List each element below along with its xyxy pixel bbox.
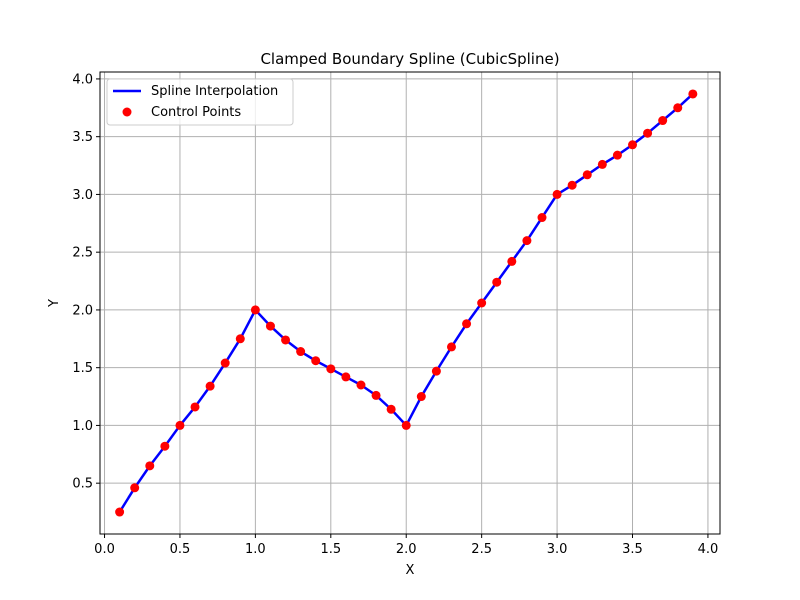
x-tick-label: 4.0 <box>698 542 719 557</box>
control-point <box>160 441 170 451</box>
control-point <box>220 358 230 368</box>
control-point <box>115 507 125 517</box>
control-point <box>688 89 698 99</box>
control-point <box>462 319 472 329</box>
control-point <box>341 372 351 382</box>
control-point <box>281 335 291 345</box>
control-point <box>250 305 260 315</box>
y-tick-label: 2.5 <box>72 246 93 261</box>
control-point <box>296 347 306 357</box>
control-point <box>446 342 456 352</box>
control-point <box>311 356 321 366</box>
control-point <box>612 150 622 160</box>
legend-label-spline: Spline Interpolation <box>151 84 278 99</box>
y-tick-label: 2.0 <box>72 303 93 318</box>
control-point <box>371 390 381 400</box>
x-tick-label: 2.0 <box>396 542 417 557</box>
control-point <box>567 180 577 190</box>
control-point <box>507 256 517 266</box>
x-axis-label: X <box>406 563 415 578</box>
control-point <box>145 461 155 471</box>
legend-label-points: Control Points <box>151 105 241 120</box>
control-point <box>477 298 487 308</box>
y-tick-label: 3.5 <box>72 130 93 145</box>
tick-layer: 0.0 0.5 1.0 1.5 2.0 2.5 3.0 3.5 4.0 0.5 1.0 1.5 2.0 2… <box>72 72 718 557</box>
chart-title: Clamped Boundary Spline (CubicSpline) <box>260 50 559 68</box>
control-point <box>386 404 396 414</box>
x-tick-label: 1.5 <box>320 542 341 557</box>
control-point <box>628 140 638 150</box>
control-point <box>130 483 140 493</box>
control-point <box>658 116 668 126</box>
x-tick-label: 3.5 <box>622 542 643 557</box>
control-point <box>492 277 502 287</box>
y-tick-label: 1.5 <box>72 361 93 376</box>
data-layer <box>115 89 698 517</box>
control-point <box>190 402 200 412</box>
x-tick-label: 0.0 <box>94 542 115 557</box>
x-tick-label: 3.0 <box>547 542 568 557</box>
control-point <box>401 420 411 430</box>
control-point <box>356 380 366 390</box>
control-point <box>522 236 532 246</box>
legend-box <box>106 78 294 126</box>
control-point <box>175 420 185 430</box>
legend-marker-swatch <box>122 107 132 117</box>
control-point <box>416 392 426 402</box>
control-point <box>431 366 441 376</box>
plot-frame <box>99 71 721 535</box>
control-point <box>205 381 215 391</box>
legend: Spline Interpolation Control Points <box>106 78 294 126</box>
control-point <box>265 321 275 331</box>
control-point <box>643 128 653 138</box>
control-point <box>582 170 592 180</box>
y-tick-label: 1.0 <box>72 419 93 434</box>
x-tick-label: 1.0 <box>245 542 266 557</box>
control-point <box>537 213 547 223</box>
y-tick-label: 3.0 <box>72 188 93 203</box>
control-point <box>552 189 562 199</box>
control-point <box>326 364 336 374</box>
control-point <box>597 159 607 169</box>
y-axis-label: Y <box>47 299 62 308</box>
control-point <box>673 103 683 113</box>
y-tick-label: 4.0 <box>72 72 93 87</box>
y-tick-label: 0.5 <box>72 477 93 492</box>
control-point <box>235 334 245 344</box>
x-tick-label: 0.5 <box>170 542 191 557</box>
x-tick-label: 2.5 <box>471 542 492 557</box>
